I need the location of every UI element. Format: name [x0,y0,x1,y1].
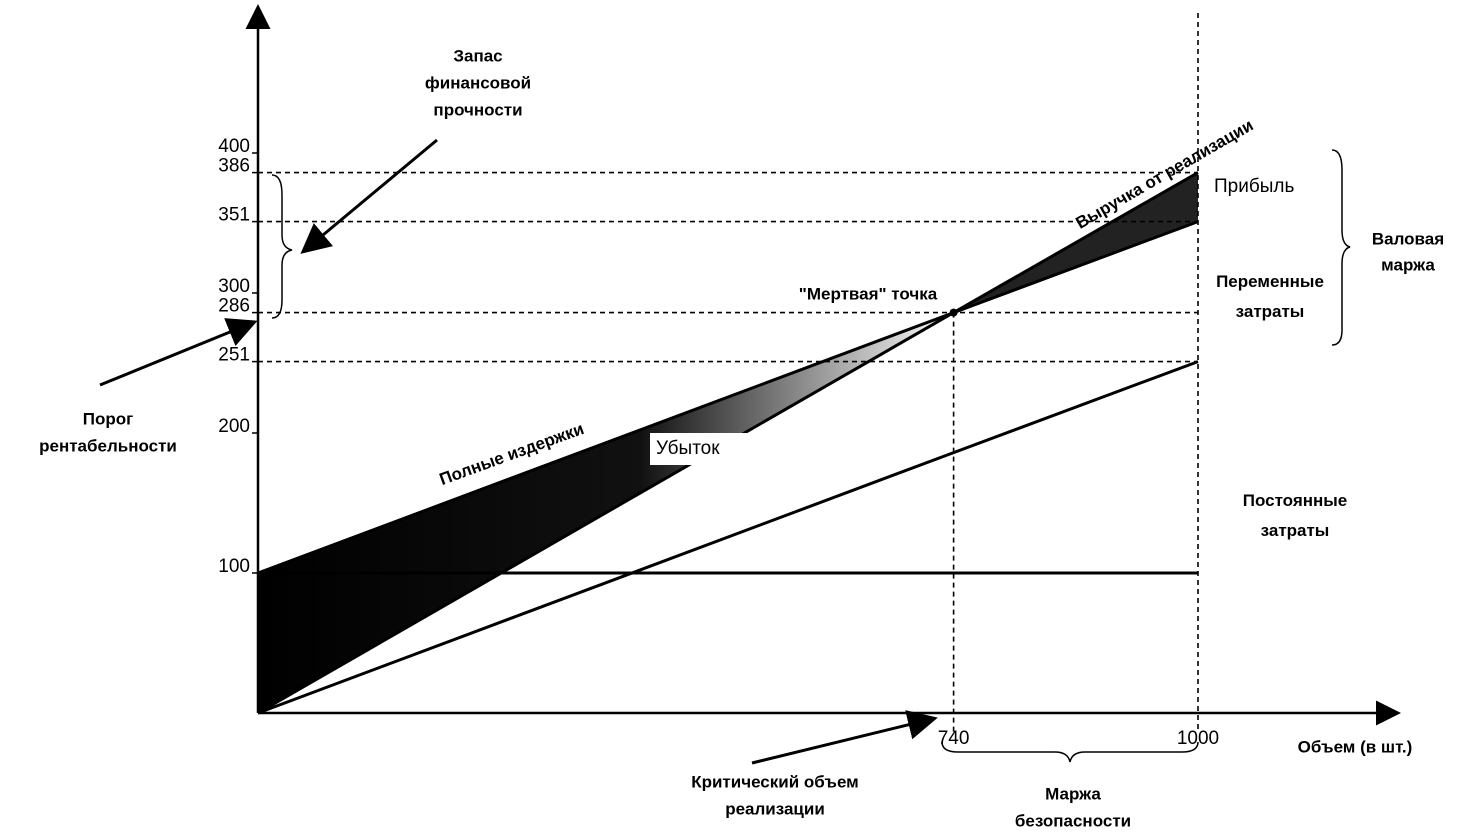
y-tick-label: 400 [218,136,250,157]
arrow [751,710,938,765]
annotation: Валовая [1372,229,1444,248]
annotation: безопасности [1015,811,1131,830]
series-label: Переменные затраты [1216,272,1324,321]
y-tick-label: 200 [218,416,250,437]
arrow [300,138,438,254]
x-axis-label: Объем (в шт.) [1298,737,1413,756]
annotation: Прибыль [1214,176,1294,197]
annotation: финансовой [425,73,531,92]
annotation: Убыток [656,438,720,459]
y-tick-label: 386 [218,156,250,177]
annotation: "Мертвая" точка [799,284,938,303]
series-label: Постоянные затраты [1243,491,1348,540]
y-tick-label: 286 [218,296,250,317]
brace [941,741,1199,763]
series-line [257,360,1199,715]
annotation: Маржа [1045,784,1101,803]
y-tick-label: 251 [218,345,250,366]
annotation: реализации [725,799,825,818]
x-tick-label: 740 [938,728,970,749]
annotation: маржа [1381,255,1435,274]
annotation: Критический объем [691,772,859,791]
arrow [99,318,258,387]
brace [271,174,293,319]
label-bg [1208,172,1326,202]
y-tick-label: 351 [218,205,250,226]
x-tick-label: 1000 [1177,728,1219,749]
break-even-point [949,308,958,317]
annotation: Порог [83,409,133,428]
series-line [257,220,1199,575]
y-tick-label: 300 [218,276,250,297]
label-bg [650,433,750,465]
y-tick-label: 100 [218,556,250,577]
annotation: рентабельности [39,436,177,455]
annotation: Запас [453,46,502,65]
annotation: прочности [433,100,522,119]
brace [1331,149,1351,346]
